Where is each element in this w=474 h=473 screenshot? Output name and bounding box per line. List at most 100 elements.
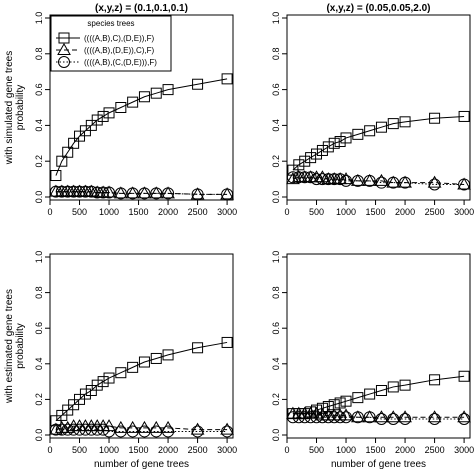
data-point	[62, 146, 74, 158]
y-tick-label: 0.8	[271, 48, 281, 61]
y-tick-label: 0.6	[271, 83, 281, 96]
data-point	[49, 185, 62, 198]
data-point	[190, 187, 205, 200]
legend: species trees ((((A,B),C),(D,E)),F) ((((A,…	[50, 15, 172, 72]
data-point	[162, 187, 175, 200]
data-point	[429, 112, 441, 124]
x-tick-label: 1000	[336, 445, 356, 455]
data-point	[115, 367, 127, 379]
data-point	[192, 78, 204, 90]
legend-title: species trees	[87, 19, 134, 28]
data-point	[190, 422, 205, 435]
legend-label: ((((A,B),(C,(D,E))),F)	[84, 58, 157, 67]
data-point	[79, 388, 91, 400]
data-point	[427, 410, 442, 423]
data-point	[286, 172, 300, 185]
data-point	[97, 110, 109, 122]
data-point	[221, 336, 233, 348]
data-point	[79, 185, 92, 198]
data-point	[125, 186, 140, 199]
plot-frame	[49, 253, 234, 439]
data-point	[127, 361, 139, 373]
y-tick-label: 0.0	[34, 429, 44, 442]
data-point	[334, 397, 346, 409]
x-tick-label: 2500	[188, 445, 208, 455]
y-tick-label: 0.8	[34, 48, 44, 61]
data-point	[311, 148, 323, 160]
x-tick-label: 1500	[129, 445, 149, 455]
data-point	[126, 425, 139, 438]
data-point	[113, 186, 128, 199]
data-point	[350, 173, 365, 186]
data-point	[161, 186, 175, 199]
y-tick-label: 0.8	[34, 286, 44, 299]
data-point	[322, 411, 335, 424]
y-tick-label: 0.8	[271, 286, 281, 299]
x-tick-label: 2000	[158, 207, 178, 217]
plot-frame	[286, 14, 471, 201]
legend-marker	[57, 42, 71, 55]
data-point	[322, 173, 335, 186]
data-point	[221, 73, 233, 85]
data-point	[350, 410, 365, 423]
data-point	[113, 420, 128, 433]
data-point	[137, 420, 152, 433]
data-point	[387, 118, 399, 130]
plot-frame	[49, 14, 234, 201]
data-point	[221, 425, 234, 438]
data-point	[150, 187, 163, 200]
y-tick-label: 0.4	[271, 119, 281, 132]
data-point	[364, 125, 376, 137]
y-tick-label: 0.0	[271, 191, 281, 204]
data-point	[334, 411, 347, 424]
y-tick-label: 0.4	[34, 119, 44, 132]
data-point	[103, 107, 115, 119]
data-point	[150, 87, 162, 99]
y-tick-label: 0.4	[34, 358, 44, 371]
data-point	[149, 420, 164, 433]
data-point	[49, 422, 63, 435]
y-tick-label: 1.0	[34, 12, 44, 25]
series-3	[286, 171, 471, 191]
y-tick-label: 0.6	[271, 322, 281, 335]
data-point	[292, 171, 305, 184]
x-tick-label: 0	[284, 207, 289, 217]
x-axis-label: number of gene trees	[331, 459, 426, 470]
data-point	[191, 188, 204, 201]
series-2	[286, 170, 471, 190]
series-3	[49, 423, 234, 438]
data-point	[428, 178, 441, 191]
data-point	[458, 412, 471, 425]
x-tick-label: 3000	[454, 445, 474, 455]
data-point	[340, 174, 353, 187]
data-point	[68, 137, 80, 149]
data-point	[328, 411, 341, 424]
data-point	[305, 152, 317, 164]
x-tick-label: 3000	[454, 207, 474, 217]
data-point	[149, 186, 164, 199]
x-tick-label: 500	[72, 445, 87, 455]
panel-title: (x,y,z) = (0.1,0.1,0.1)	[95, 3, 188, 14]
data-point	[114, 425, 127, 438]
data-point	[327, 408, 342, 421]
data-point	[340, 132, 352, 144]
series-line	[55, 78, 228, 176]
data-point	[125, 420, 140, 433]
data-point	[333, 408, 347, 421]
data-point	[362, 173, 377, 186]
data-point	[316, 173, 329, 186]
data-point	[102, 185, 116, 198]
legend-label: ((((A,B),C),(D,E)),F)	[84, 34, 155, 43]
data-point	[114, 187, 127, 200]
data-point	[375, 412, 388, 425]
data-point	[220, 187, 234, 200]
series-1	[287, 110, 470, 176]
data-point	[73, 185, 86, 198]
data-point	[316, 144, 328, 156]
x-tick-label: 2500	[188, 207, 208, 217]
data-point	[304, 411, 317, 424]
data-point	[97, 376, 109, 388]
data-point	[162, 349, 174, 361]
x-tick-label: 2500	[425, 445, 445, 455]
